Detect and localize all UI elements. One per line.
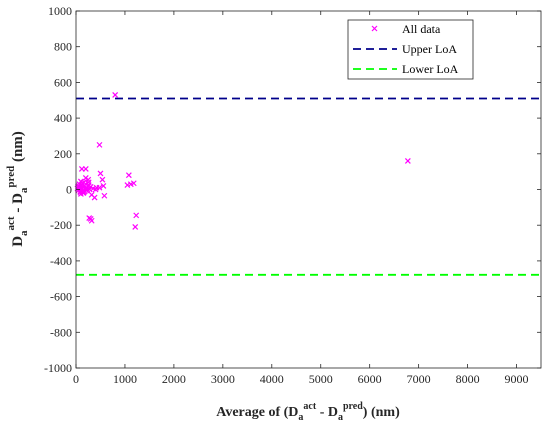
legend-label-all-data: All data bbox=[402, 22, 441, 36]
x-tick-label: 8000 bbox=[456, 372, 480, 386]
y-tick-label: -200 bbox=[50, 218, 72, 232]
data-point bbox=[132, 224, 139, 230]
y-tick-label: 400 bbox=[54, 111, 72, 125]
x-tick-label: 5000 bbox=[309, 372, 333, 386]
data-point bbox=[99, 176, 106, 183]
data-point bbox=[82, 166, 89, 172]
y-tick-label: 600 bbox=[54, 75, 72, 89]
x-tick-label: 3000 bbox=[211, 372, 235, 386]
data-point bbox=[79, 185, 86, 192]
x-tick-label: 9000 bbox=[505, 372, 529, 386]
data-point bbox=[133, 212, 140, 219]
data-point bbox=[91, 194, 98, 201]
data-point bbox=[124, 182, 131, 188]
y-axis-title: Daact - Dapred (nm) bbox=[5, 131, 30, 247]
x-axis-title: Average of (Daact - Dapred) (nm) bbox=[216, 401, 400, 423]
y-tick-label: 200 bbox=[54, 147, 72, 161]
legend-item-lower-loa: Lower LoA bbox=[353, 62, 459, 76]
data-point bbox=[86, 186, 93, 193]
y-tick-label: 0 bbox=[66, 183, 72, 197]
data-point bbox=[82, 181, 89, 188]
data-point bbox=[93, 184, 100, 191]
x-tick-label: 0 bbox=[73, 372, 79, 386]
data-point bbox=[112, 91, 119, 98]
legend-marker-x bbox=[371, 25, 378, 32]
x-tick-label: 6000 bbox=[358, 372, 382, 386]
y-tick-label: -800 bbox=[50, 325, 72, 339]
data-point bbox=[100, 183, 107, 189]
x-tick-label: 7000 bbox=[407, 372, 431, 386]
axes: 0 1000 2000 3000 4000 5000 6000 7000 8000 9000-10… bbox=[44, 4, 542, 386]
data-point bbox=[125, 172, 132, 179]
y-tick-label: -1000 bbox=[44, 361, 72, 375]
legend-item-upper-loa: Upper LoA bbox=[353, 42, 457, 56]
data-point bbox=[97, 170, 104, 177]
x-tick-label: 4000 bbox=[260, 372, 284, 386]
legend-label-lower-loa: Lower LoA bbox=[402, 62, 459, 76]
data-point bbox=[96, 141, 103, 148]
data-point bbox=[88, 217, 95, 224]
data-point bbox=[404, 158, 411, 164]
y-tick-label: -400 bbox=[50, 254, 72, 268]
legend-item-all-data: All data bbox=[371, 22, 441, 36]
data-point bbox=[130, 180, 137, 187]
data-point bbox=[101, 192, 108, 199]
x-tick-label: 2000 bbox=[162, 372, 186, 386]
legend: All data Upper LoA Lower LoA bbox=[347, 19, 474, 80]
y-tick-label: 1000 bbox=[48, 4, 72, 18]
data-point bbox=[85, 176, 92, 183]
x-tick-label: 1000 bbox=[113, 372, 137, 386]
y-tick-label: 800 bbox=[54, 40, 72, 54]
y-tick-label: -600 bbox=[50, 290, 72, 304]
legend-label-upper-loa: Upper LoA bbox=[402, 42, 457, 56]
plot-area bbox=[74, 91, 541, 276]
